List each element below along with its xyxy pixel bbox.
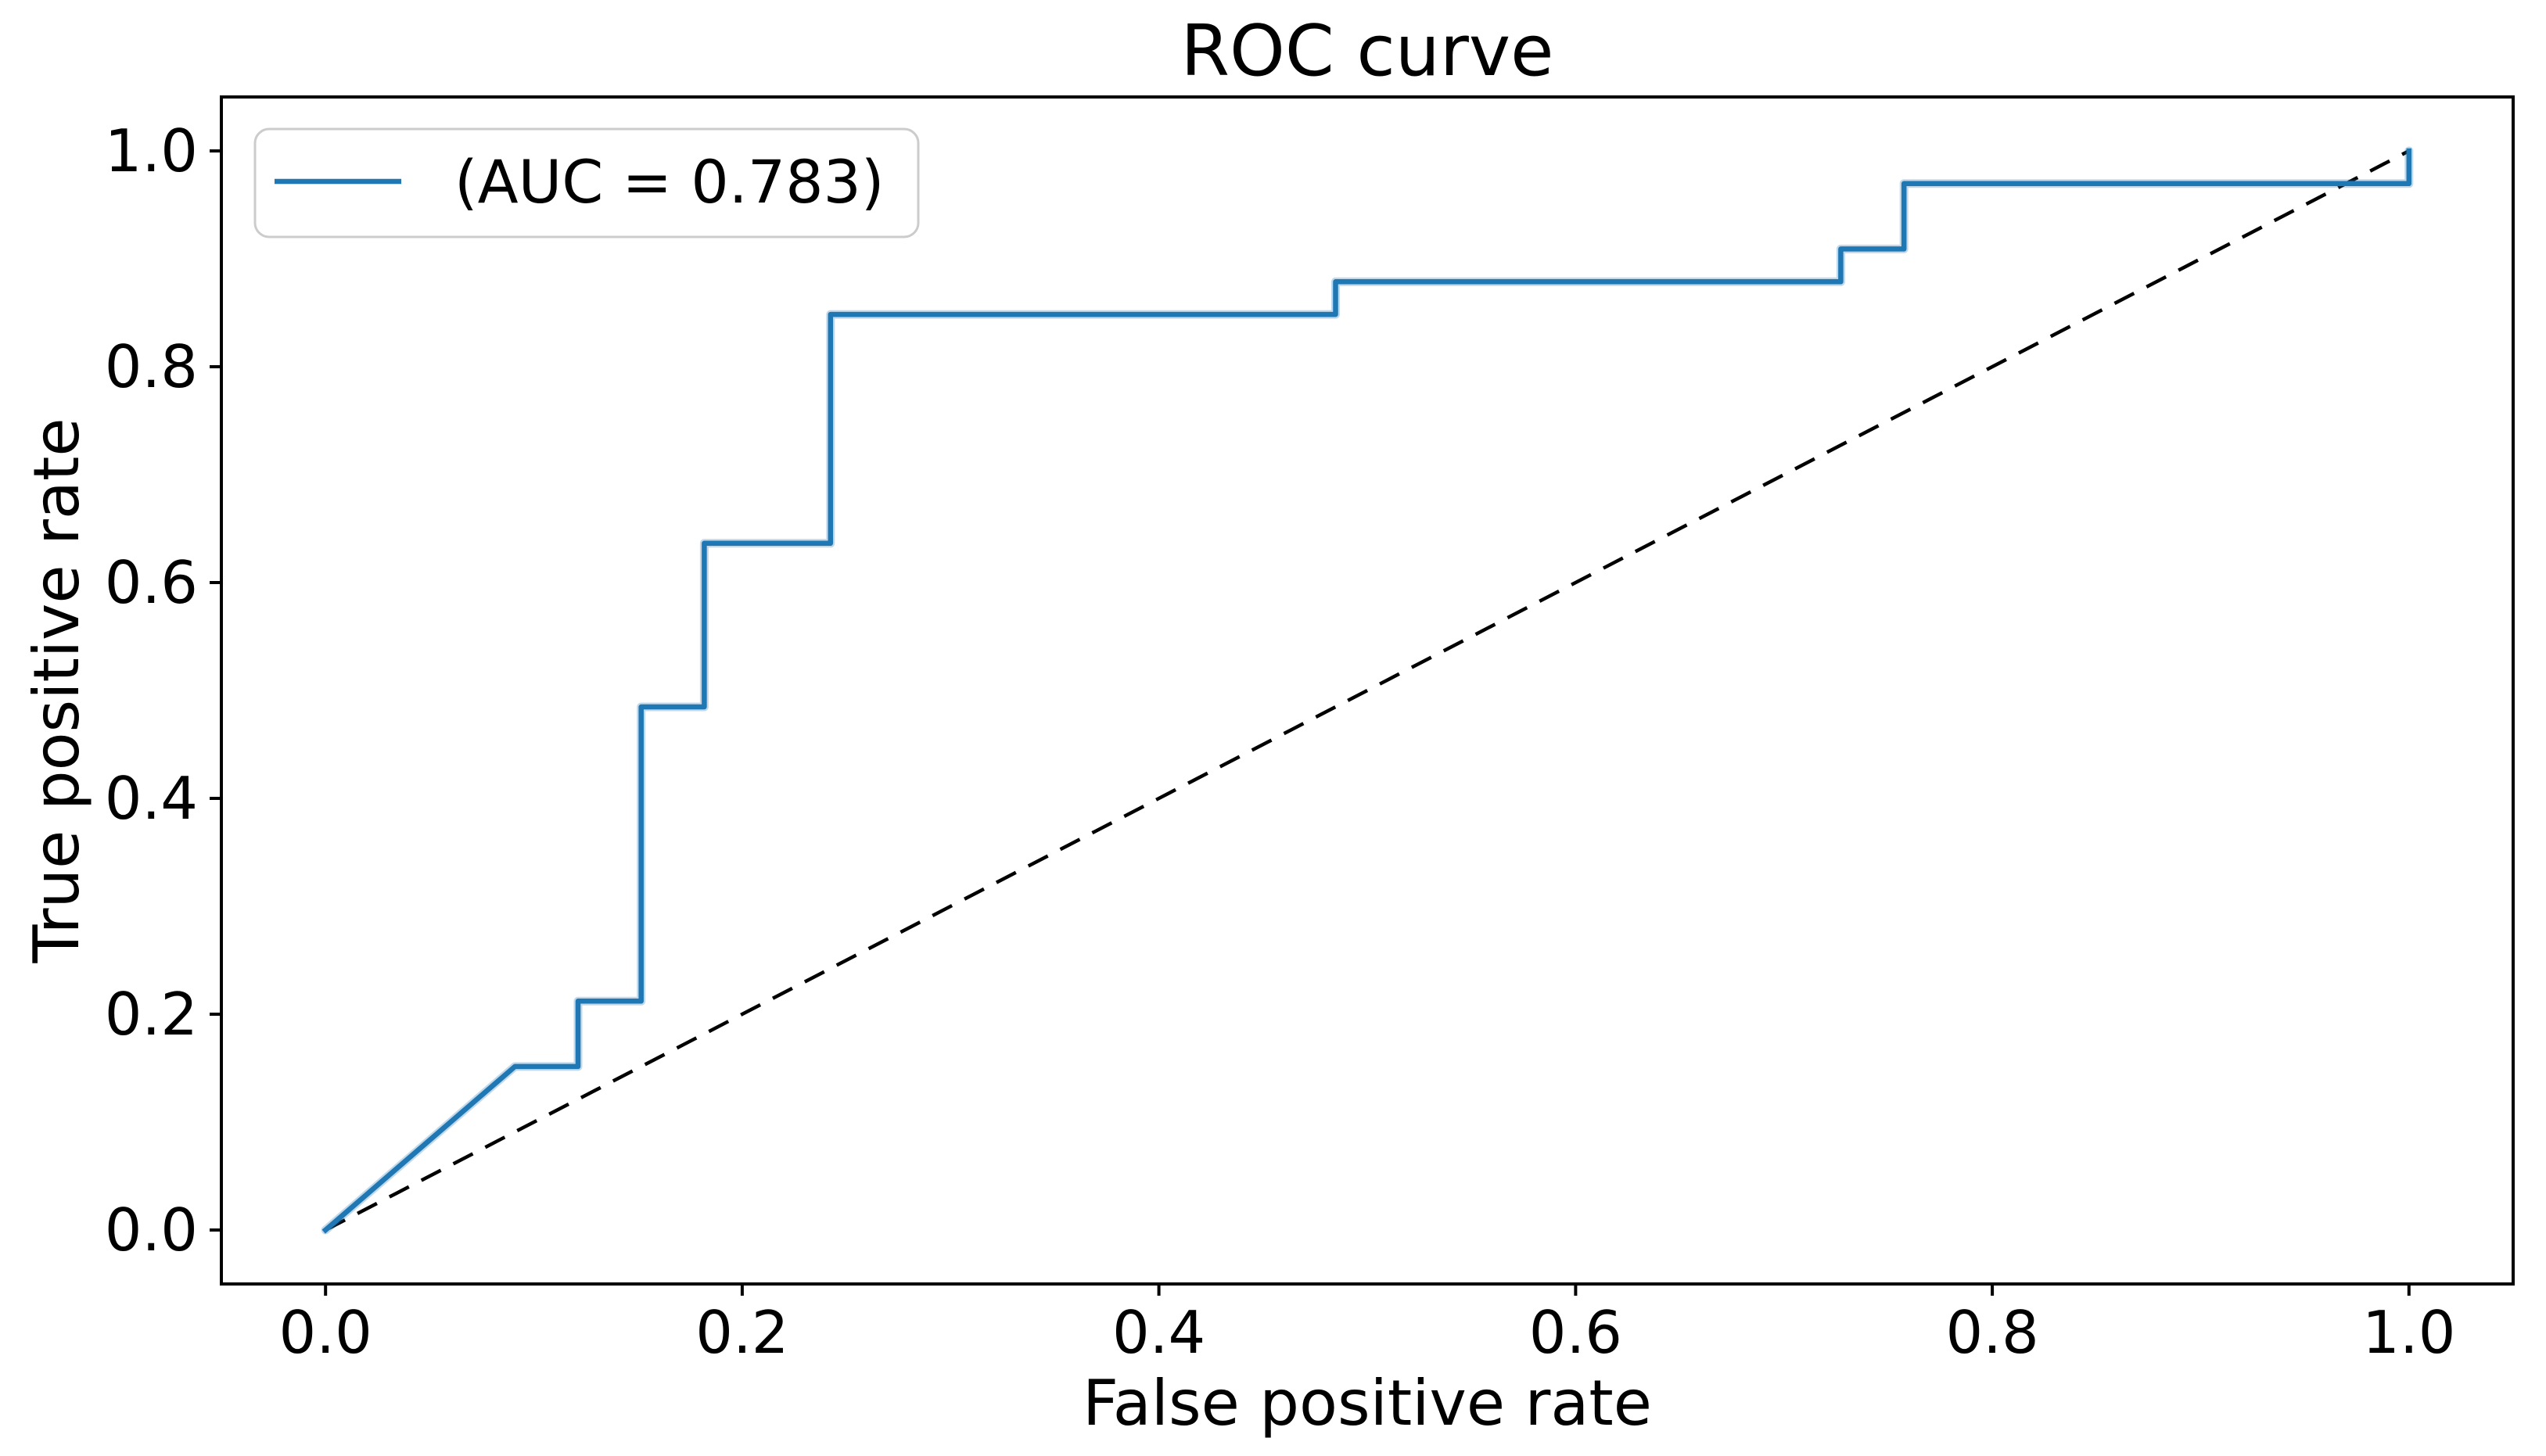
x-tick-label-0.4: 0.4 [1112, 1298, 1205, 1367]
legend-label: (AUC = 0.783) [454, 147, 885, 217]
x-tick-label-0.8: 0.8 [1945, 1298, 2038, 1367]
chance-diagonal-line [325, 149, 2410, 1232]
y-tick-label-0.4: 0.4 [105, 764, 198, 833]
x-tick-label-0.6: 0.6 [1529, 1298, 1622, 1367]
y-tick-label-0.0: 0.0 [105, 1196, 198, 1264]
x-tick-label-1.0: 1.0 [2362, 1298, 2455, 1367]
y-axis-label: True positive rate [20, 418, 93, 963]
y-tick-label-1.0: 1.0 [105, 117, 198, 185]
axes-frame [220, 95, 2515, 1286]
legend: (AUC = 0.783) [253, 127, 920, 238]
roc-curve-line [321, 148, 2412, 1234]
x-axis-ticks: 0.0 0.2 0.4 0.6 0.8 1.0 [279, 1284, 2455, 1367]
y-tick-label-0.6: 0.6 [105, 548, 198, 617]
legend-frame [253, 127, 920, 238]
y-tick-label-0.2: 0.2 [105, 980, 198, 1049]
chart-title: ROC curve [1181, 10, 1554, 92]
x-axis-label: False positive rate [1083, 1367, 1652, 1440]
x-tick-label-0.0: 0.0 [279, 1298, 372, 1367]
x-tick-label-0.2: 0.2 [695, 1298, 788, 1367]
y-axis-ticks: 0.0 0.2 0.4 0.6 0.8 1.0 [105, 117, 221, 1264]
y-tick-label-0.8: 0.8 [105, 332, 198, 401]
